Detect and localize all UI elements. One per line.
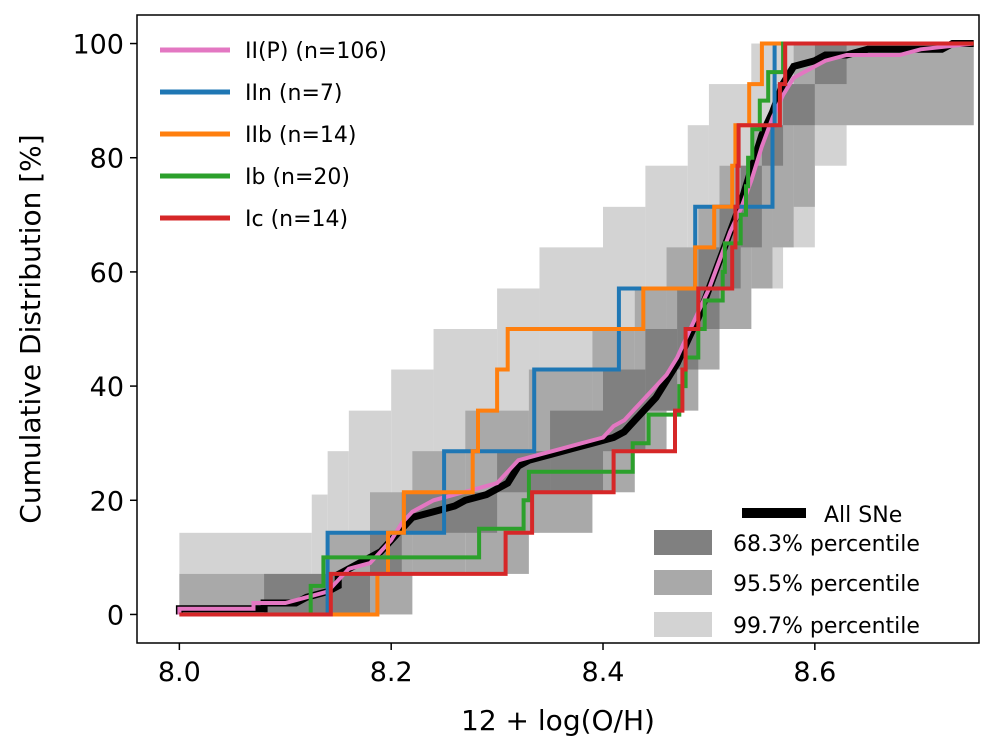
legend-label: 95.5% percentile bbox=[733, 572, 920, 597]
y-tick-label: 20 bbox=[90, 486, 124, 517]
series-line-ib-n-20 bbox=[308, 41, 974, 615]
y-tick-label: 100 bbox=[72, 30, 124, 61]
x-axis-title: 12 + log(O/H) bbox=[461, 704, 655, 737]
legend-label: II(P) (n=106) bbox=[245, 39, 387, 64]
legend-label: All SNe bbox=[824, 503, 902, 528]
legend-swatch bbox=[654, 530, 712, 555]
y-axis-title: Cumulative Distribution [%] bbox=[14, 134, 47, 523]
y-tick-label: 80 bbox=[90, 144, 124, 175]
y-tick-label: 60 bbox=[90, 258, 124, 289]
legend-swatch bbox=[654, 612, 712, 637]
legend-label: Ib (n=20) bbox=[245, 165, 350, 190]
legend-label: 99.7% percentile bbox=[733, 614, 920, 639]
x-tick-label: 8.4 bbox=[582, 657, 625, 688]
legend-label: Ic (n=14) bbox=[245, 207, 348, 232]
legend-label: IIb (n=14) bbox=[245, 123, 356, 148]
band-68-3-step bbox=[783, 84, 815, 126]
x-tick-label: 8.6 bbox=[793, 657, 836, 688]
plot-frame bbox=[136, 14, 980, 644]
legend-label: IIn (n=7) bbox=[245, 81, 342, 106]
y-tick-label: 40 bbox=[90, 372, 124, 403]
data-series bbox=[175, 40, 974, 617]
x-tick-label: 8.0 bbox=[158, 657, 201, 688]
x-axis-ticks: 8.0 8.2 8.4 8.6 bbox=[158, 643, 836, 688]
legend-label: 68.3% percentile bbox=[733, 532, 920, 557]
x-tick-label: 8.2 bbox=[370, 657, 413, 688]
series-line-ic-n-14 bbox=[179, 41, 974, 617]
y-tick-label: 0 bbox=[107, 600, 124, 631]
legend-swatch bbox=[654, 570, 712, 595]
band-68-3-step bbox=[327, 573, 371, 615]
legend-percentiles: All SNe 68.3% percentile 95.5% percentile 9… bbox=[654, 503, 920, 639]
legend-sn-types: II(P) (n=106) IIn (n=7) IIb (n=14) Ib (n=20… bbox=[160, 39, 387, 232]
y-axis-ticks: 0 20 40 60 80 100 bbox=[72, 30, 137, 631]
